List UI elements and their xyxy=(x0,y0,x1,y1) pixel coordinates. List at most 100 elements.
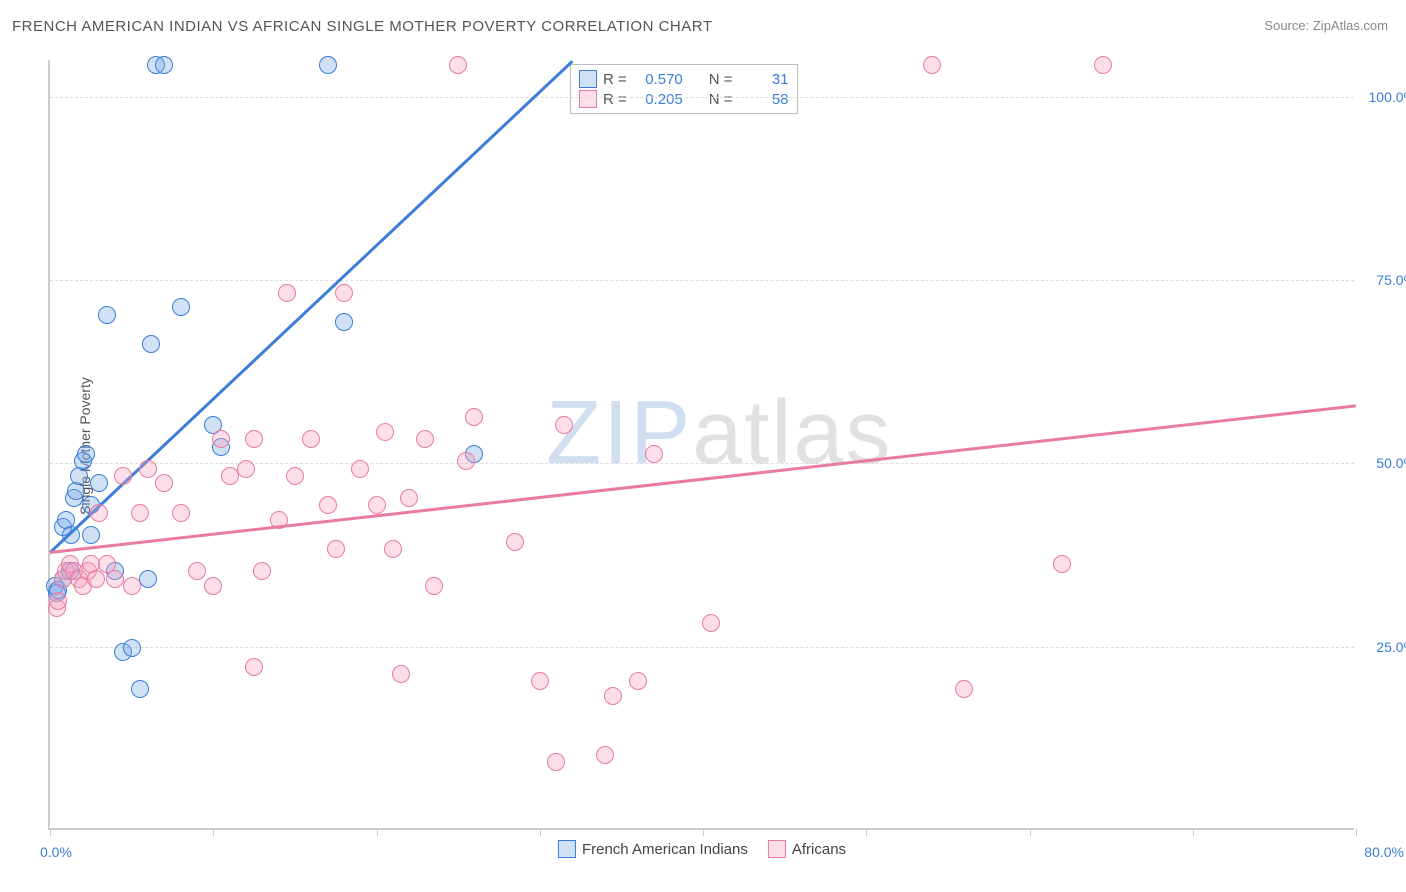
scatter-point xyxy=(1094,56,1112,74)
scatter-point xyxy=(449,56,467,74)
stats-row: R =0.570N =31 xyxy=(577,69,791,89)
scatter-point xyxy=(221,467,239,485)
x-tick xyxy=(213,828,214,836)
stats-row: R = 0.205 N = 58 xyxy=(577,89,791,109)
x-tick xyxy=(540,828,541,836)
y-tick-label: 50.0% xyxy=(1376,455,1406,471)
scatter-point xyxy=(253,562,271,580)
x-tick-label-max: 80.0% xyxy=(1364,844,1404,860)
scatter-point xyxy=(106,570,124,588)
scatter-point xyxy=(319,496,337,514)
scatter-point xyxy=(245,430,263,448)
scatter-point xyxy=(142,335,160,353)
scatter-point xyxy=(368,496,386,514)
plot-area: ZIPatlas R =0.570N =31R =0.205N =58 Fren… xyxy=(48,60,1354,830)
scatter-point xyxy=(155,56,173,74)
scatter-point xyxy=(955,680,973,698)
scatter-point xyxy=(547,753,565,771)
scatter-point xyxy=(172,298,190,316)
scatter-point xyxy=(114,467,132,485)
scatter-point xyxy=(335,313,353,331)
x-tick xyxy=(703,828,704,836)
scatter-point xyxy=(278,284,296,302)
scatter-point xyxy=(702,614,720,632)
scatter-point xyxy=(131,680,149,698)
source-attribution: Source: ZipAtlas.com xyxy=(1264,18,1388,33)
scatter-point xyxy=(319,56,337,74)
scatter-point xyxy=(212,430,230,448)
scatter-point xyxy=(245,658,263,676)
source-link[interactable]: ZipAtlas.com xyxy=(1313,18,1388,33)
stats-label-r: R = xyxy=(603,91,627,108)
scatter-point xyxy=(49,592,67,610)
legend-label: French American Indians xyxy=(582,841,748,858)
stats-label-n: N = xyxy=(709,91,733,108)
series-legend: French American Indians Africans xyxy=(558,840,846,858)
legend-label: Africans xyxy=(792,841,846,858)
x-tick xyxy=(1030,828,1031,836)
stats-label-n: N = xyxy=(709,71,733,88)
chart-title: FRENCH AMERICAN INDIAN VS AFRICAN SINGLE… xyxy=(12,18,713,35)
x-tick xyxy=(866,828,867,836)
stats-label-r: R = xyxy=(603,71,627,88)
y-tick-label: 75.0% xyxy=(1376,272,1406,288)
scatter-point xyxy=(188,562,206,580)
watermark: ZIPatlas xyxy=(546,382,892,485)
scatter-point xyxy=(204,577,222,595)
scatter-point xyxy=(416,430,434,448)
scatter-point xyxy=(465,408,483,426)
legend-swatch-icon xyxy=(768,840,786,858)
scatter-point xyxy=(123,639,141,657)
scatter-point xyxy=(172,504,190,522)
scatter-point xyxy=(82,526,100,544)
scatter-point xyxy=(457,452,475,470)
scatter-point xyxy=(131,504,149,522)
scatter-point xyxy=(384,540,402,558)
scatter-point xyxy=(392,665,410,683)
stats-value-n: 31 xyxy=(739,71,789,88)
scatter-point xyxy=(376,423,394,441)
legend-swatch-icon xyxy=(558,840,576,858)
scatter-point xyxy=(645,445,663,463)
source-label: Source: xyxy=(1264,18,1309,33)
scatter-point xyxy=(1053,555,1071,573)
scatter-point xyxy=(425,577,443,595)
scatter-point xyxy=(98,306,116,324)
watermark-zip: ZIP xyxy=(546,383,692,483)
scatter-point xyxy=(237,460,255,478)
x-tick xyxy=(377,828,378,836)
stats-value-n: 58 xyxy=(739,91,789,108)
gridline-h xyxy=(50,647,1354,648)
scatter-point xyxy=(400,489,418,507)
scatter-point xyxy=(596,746,614,764)
scatter-point xyxy=(604,687,622,705)
scatter-point xyxy=(531,672,549,690)
legend-item[interactable]: French American Indians xyxy=(558,840,748,858)
scatter-point xyxy=(87,570,105,588)
scatter-point xyxy=(90,504,108,522)
scatter-point xyxy=(302,430,320,448)
legend-item[interactable]: Africans xyxy=(768,840,846,858)
scatter-point xyxy=(351,460,369,478)
scatter-point xyxy=(90,474,108,492)
gridline-h xyxy=(50,280,1354,281)
trend-line xyxy=(50,405,1356,554)
scatter-point xyxy=(923,56,941,74)
x-tick-label-min: 0.0% xyxy=(40,844,72,860)
scatter-point xyxy=(629,672,647,690)
correlation-stats-box: R =0.570N =31R =0.205N =58 xyxy=(570,64,798,114)
gridline-h xyxy=(50,97,1354,98)
legend-swatch-icon xyxy=(579,90,597,108)
scatter-point xyxy=(286,467,304,485)
x-tick xyxy=(50,828,51,836)
scatter-point xyxy=(139,570,157,588)
scatter-point xyxy=(555,416,573,434)
legend-swatch-icon xyxy=(579,70,597,88)
x-tick xyxy=(1193,828,1194,836)
scatter-point xyxy=(506,533,524,551)
x-tick xyxy=(1356,828,1357,836)
stats-value-r: 0.205 xyxy=(633,91,683,108)
correlation-chart: FRENCH AMERICAN INDIAN VS AFRICAN SINGLE… xyxy=(0,0,1406,892)
scatter-point xyxy=(155,474,173,492)
scatter-point xyxy=(123,577,141,595)
